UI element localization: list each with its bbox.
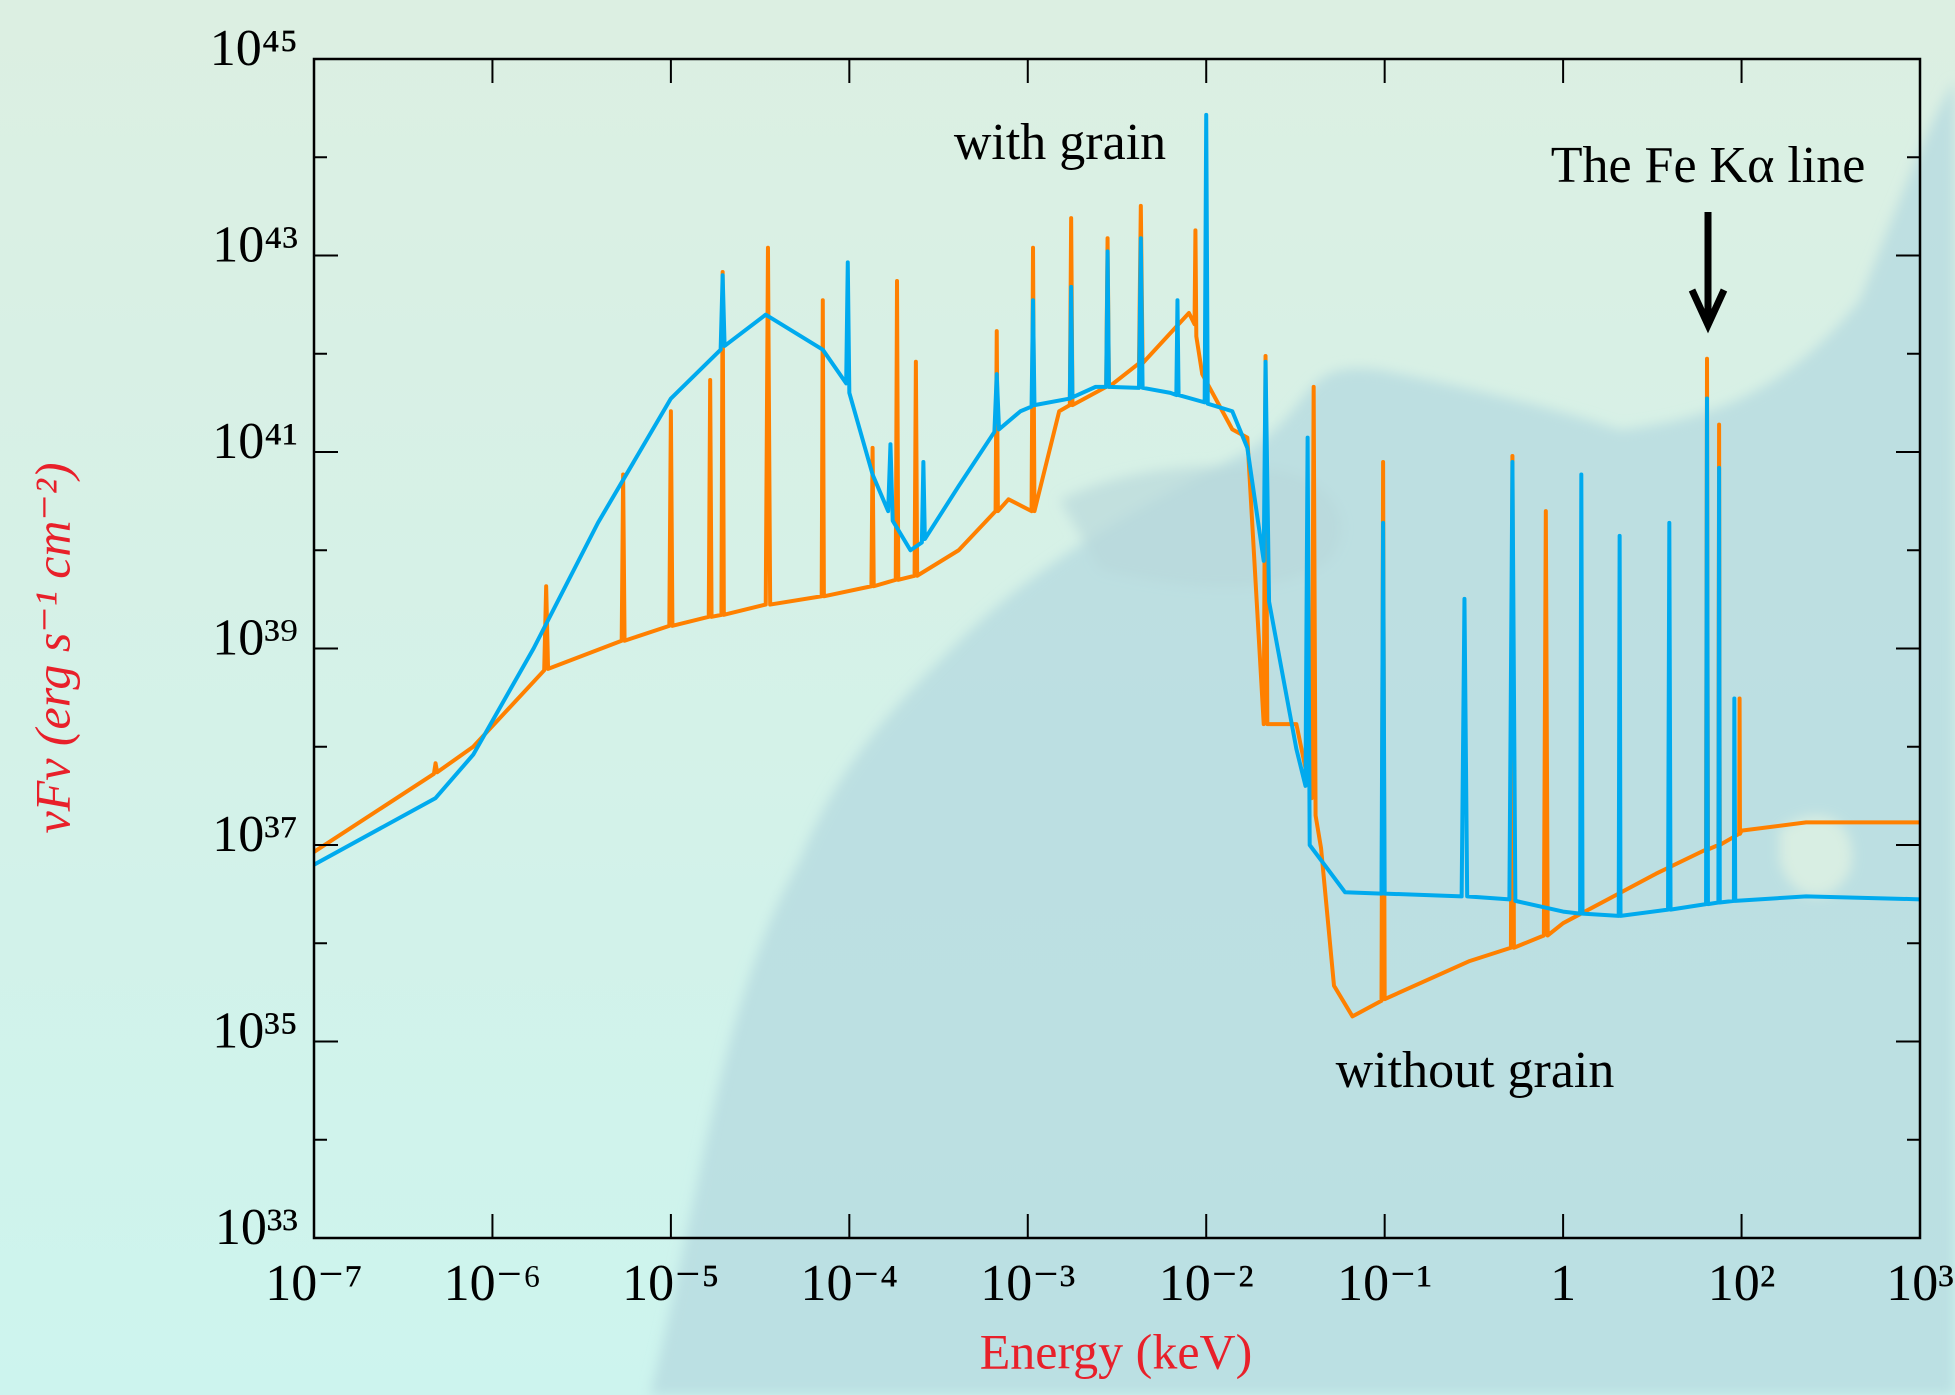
x-tick-label: 10⁻³ [980, 1255, 1075, 1312]
annotation-arrowhead [1688, 288, 1728, 334]
x-tick-label: 10⁻² [1159, 1255, 1254, 1312]
y-tick-label: 10³⁵ [212, 1002, 298, 1059]
y-tick-label: 10⁴⁵ [210, 20, 298, 77]
y-tick-label: 10⁴³ [212, 216, 298, 273]
x-tick-label: 10⁻⁶ [444, 1255, 542, 1312]
y-tick-label: 10³⁷ [212, 806, 298, 863]
x-tick-label: 10⁻¹ [1337, 1255, 1432, 1312]
x-tick-label: 10⁻⁵ [622, 1255, 720, 1312]
series-label: without grain [1336, 1042, 1615, 1099]
x-tick-label: 10² [1708, 1255, 1776, 1312]
series-label: with grain [954, 114, 1166, 171]
map-shape [1780, 815, 1852, 896]
y-tick-label: 10⁴¹ [212, 413, 298, 470]
x-tick-label: 10⁻⁴ [801, 1255, 899, 1312]
x-tick-label: 10³ [1886, 1255, 1954, 1312]
y-axis-label: νFν (erg s⁻¹ cm⁻²) [24, 462, 80, 833]
plot-area [312, 57, 1922, 1240]
x-tick-label: 10⁻⁷ [265, 1255, 363, 1312]
annotation: The Fe Kα line [1551, 137, 1866, 194]
background-map [650, 80, 1955, 1395]
y-tick-label: 10³³ [215, 1199, 298, 1256]
series-line [314, 203, 1920, 1019]
y-tick-label: 10³⁹ [212, 609, 298, 666]
series-line [314, 112, 1920, 918]
x-axis-label: Energy (keV) [980, 1323, 1253, 1379]
map-shape [650, 80, 1955, 1395]
map-shape [1060, 466, 1342, 588]
x-tick-label: 1 [1550, 1255, 1576, 1312]
